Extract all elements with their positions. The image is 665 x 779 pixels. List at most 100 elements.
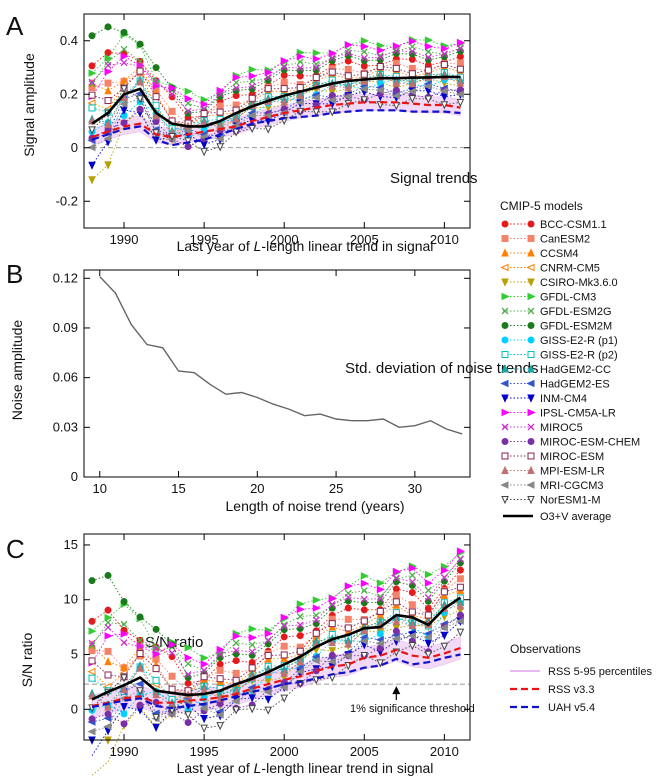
data-point: [360, 70, 368, 78]
data-point: [120, 598, 128, 606]
data-point: [360, 652, 369, 661]
y-tick-label: 10: [64, 592, 78, 607]
data-point: [103, 134, 112, 143]
data-point: [440, 574, 448, 581]
data-point: [456, 59, 464, 67]
uah-v5-4-line: [91, 653, 461, 710]
data-point: [455, 617, 464, 625]
data-point: [295, 667, 304, 676]
data-point: [184, 643, 193, 652]
data-point: [136, 663, 144, 672]
legend-item: INM-CM4: [501, 393, 587, 405]
data-point: [200, 724, 208, 733]
x-tick-label: 1990: [110, 232, 139, 247]
data-point: [232, 632, 241, 640]
legend-item: CanESM2: [501, 234, 590, 246]
significance-threshold-label: 1% significance threshold: [350, 703, 475, 715]
data-point: [184, 107, 192, 115]
data-point: [152, 689, 160, 699]
data-point: [87, 667, 96, 676]
data-point: [264, 695, 272, 704]
data-point: [248, 705, 256, 714]
data-point: [375, 86, 384, 94]
data-point: [392, 42, 402, 50]
data-point: [120, 684, 128, 694]
legend-marker: [527, 408, 536, 417]
data-point: [360, 37, 369, 45]
data-point: [328, 647, 337, 656]
data-point: [424, 586, 432, 594]
data-point: [104, 647, 112, 655]
panel-c: C S/N ratio Last year of L-length linear…: [6, 533, 475, 776]
legend-item: HadGEM2-ES: [500, 379, 610, 391]
data-point: [360, 76, 369, 85]
o3v-average-line: [91, 596, 462, 701]
data-point: [376, 630, 384, 638]
data-point: [104, 623, 112, 631]
data-point: [88, 78, 96, 86]
data-point: [104, 702, 112, 711]
data-point: [376, 585, 386, 594]
data-point: [120, 85, 128, 94]
data-point: [216, 90, 224, 98]
data-point: [360, 579, 369, 588]
legend-item: MPI-ESM-LR: [501, 466, 605, 478]
data-point: [408, 564, 418, 572]
data-point: [280, 621, 288, 629]
data-point: [104, 632, 113, 640]
data-point: [279, 683, 288, 692]
data-point: [280, 668, 288, 677]
data-point: [456, 98, 465, 108]
data-point: [424, 48, 432, 56]
data-point: [296, 600, 305, 608]
data-point: [200, 666, 208, 674]
data-point: [200, 654, 209, 662]
data-point: [440, 61, 448, 69]
data-point: [344, 615, 352, 623]
panel-letter-c: C: [6, 534, 25, 564]
legend-label: UAH v5.4: [548, 702, 595, 714]
data-point: [375, 639, 384, 648]
legend-label: MIROC-ESM-CHEM: [540, 437, 640, 449]
data-point: [215, 135, 224, 143]
data-point: [152, 82, 161, 90]
legend-label: INM-CM4: [540, 393, 587, 405]
data-point: [120, 45, 128, 53]
data-point: [216, 108, 224, 116]
obs-legend-item: RSS 5-95 percentiles: [510, 666, 652, 678]
series-line: [91, 620, 461, 733]
data-point: [104, 23, 112, 31]
panel-b: B Noise amplitude Length of noise trend …: [6, 259, 538, 514]
x-tick-label: 15: [171, 481, 185, 496]
data-point: [344, 41, 353, 49]
legend-item: CSIRO-Mk3.6.0: [501, 277, 618, 289]
data-point: [200, 95, 209, 104]
legend-label: HadGEM2-CC: [540, 364, 611, 376]
data-point: [408, 578, 416, 586]
rss-v3-3-line: [91, 101, 461, 139]
data-point: [88, 62, 96, 70]
data-point: [359, 637, 368, 645]
legend-item: HadGEM2-CC: [501, 364, 611, 376]
data-point: [168, 84, 177, 92]
data-point: [424, 639, 433, 648]
data-point: [407, 87, 416, 96]
legend-marker: [501, 423, 509, 431]
data-point: [456, 45, 464, 53]
data-point: [296, 605, 305, 614]
legend-marker: [501, 307, 509, 315]
data-point: [360, 572, 369, 580]
data-point: [200, 148, 208, 157]
data-point: [280, 63, 288, 71]
legend-marker: [527, 336, 535, 344]
data-point: [312, 49, 321, 57]
data-point: [360, 595, 368, 603]
data-point: [136, 40, 144, 48]
data-point: [216, 675, 224, 683]
data-point: [216, 660, 224, 668]
data-point: [88, 176, 96, 185]
data-point: [439, 87, 448, 95]
data-point: [136, 643, 144, 651]
data-point: [216, 666, 224, 674]
data-point: [280, 85, 288, 93]
